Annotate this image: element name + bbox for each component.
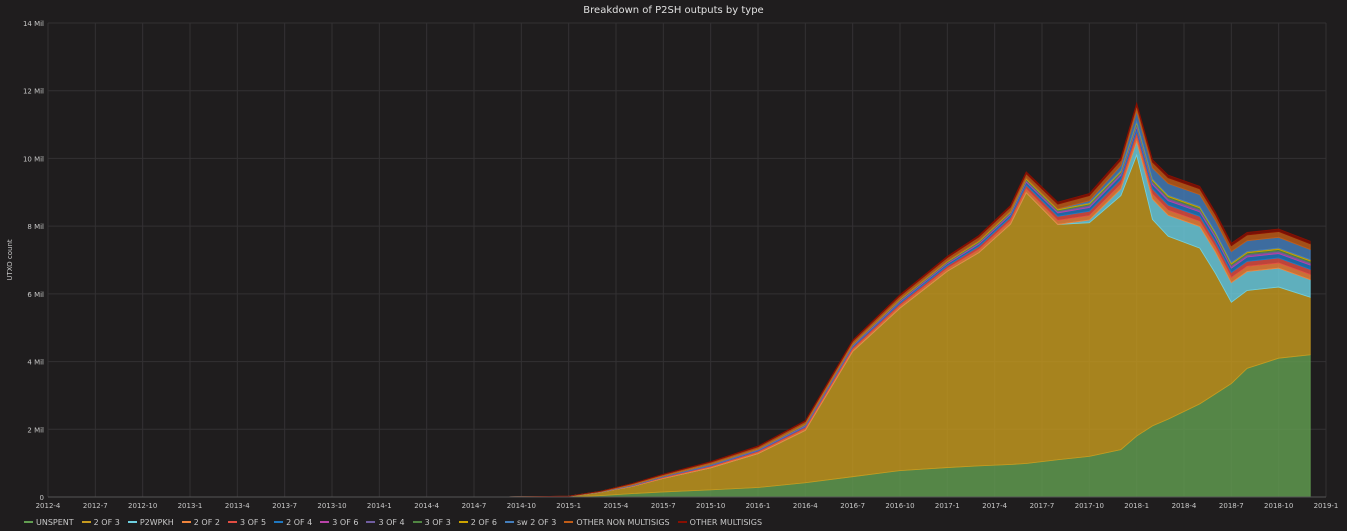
y-tick-label: 4 Mil xyxy=(27,359,44,367)
legend-item[interactable]: 2 OF 3 xyxy=(81,517,120,527)
x-tick-label: 2014-1 xyxy=(367,502,392,510)
x-tick-label: 2017-10 xyxy=(1075,502,1104,510)
legend-swatch xyxy=(227,521,237,523)
x-tick-label: 2013-4 xyxy=(225,502,250,510)
legend-item[interactable]: 3 OF 6 xyxy=(320,518,358,527)
x-tick-label: 2012-10 xyxy=(128,502,157,510)
legend-item[interactable]: P2WPKH xyxy=(127,517,174,527)
x-tick-label: 2014-4 xyxy=(414,502,439,510)
x-tick-label: 2017-1 xyxy=(935,502,960,510)
legend-item[interactable]: 2 OF 4 xyxy=(274,518,312,527)
legend-swatch xyxy=(320,521,330,523)
legend-label: 3 OF 5 xyxy=(239,517,267,527)
legend-label: OTHER NON MULTISIGS xyxy=(576,517,670,527)
y-tick-label: 0 xyxy=(40,494,44,502)
x-tick-label: 2015-7 xyxy=(651,502,676,510)
y-tick-label: 10 Mil xyxy=(23,155,44,163)
legend-label: 2 OF 6 xyxy=(470,517,497,527)
x-tick-label: 2019-1 xyxy=(1314,502,1339,510)
x-tick-label: 2017-4 xyxy=(982,502,1007,510)
x-tick-label: 2013-1 xyxy=(178,502,203,510)
x-tick-label: 2012-7 xyxy=(83,502,108,510)
legend-swatch xyxy=(127,521,137,523)
legend-label: 2 OF 4 xyxy=(286,517,313,527)
y-tick-label: 2 Mil xyxy=(27,426,44,434)
legend-label: sw 2 OF 3 xyxy=(516,517,557,527)
legend-label: 3 OF 4 xyxy=(378,517,405,527)
x-tick-label: 2018-1 xyxy=(1124,502,1149,510)
legend-item[interactable]: sw 2 OF 3 xyxy=(504,517,557,527)
legend-swatch xyxy=(677,521,687,523)
x-tick-label: 2016-7 xyxy=(840,502,865,510)
legend-item[interactable]: 3 OF 3 xyxy=(412,517,451,527)
x-tick-label: 2017-7 xyxy=(1030,502,1055,510)
legend-label: 3 OF 6 xyxy=(332,517,359,527)
legend-label: UNSPENT xyxy=(36,517,74,527)
legend-swatch xyxy=(24,521,33,523)
legend-label: 3 OF 3 xyxy=(424,517,451,527)
x-tick-label: 2018-10 xyxy=(1264,502,1293,510)
legend-swatch xyxy=(81,521,91,523)
series-area-other-multisigs xyxy=(48,101,1311,498)
x-tick-label: 2014-7 xyxy=(462,502,487,510)
x-tick-label: 2012-4 xyxy=(36,502,61,510)
legend-item[interactable]: 2 OF 2 xyxy=(181,517,220,527)
y-axis-label: UTXO count xyxy=(6,239,14,280)
legend-swatch xyxy=(366,521,376,523)
x-tick-label: 2015-4 xyxy=(604,502,629,510)
legend-swatch xyxy=(564,521,574,523)
legend-label: 2 OF 3 xyxy=(93,517,120,527)
legend-swatch xyxy=(181,521,191,523)
x-tick-label: 2014-10 xyxy=(507,502,536,510)
legend-item[interactable]: 2 OF 6 xyxy=(458,517,497,527)
y-tick-label: 14 Mil xyxy=(23,20,44,28)
x-tick-label: 2013-7 xyxy=(272,502,297,510)
legend-label: OTHER MULTISIGS xyxy=(689,517,763,527)
legend-item[interactable]: UNSPENT xyxy=(24,518,74,527)
legend-swatch xyxy=(504,521,514,523)
y-tick-label: 8 Mil xyxy=(27,223,44,231)
x-tick-label: 2018-7 xyxy=(1219,502,1244,510)
legend-item[interactable]: OTHER NON MULTISIGS xyxy=(564,517,670,527)
x-tick-label: 2013-10 xyxy=(317,502,346,510)
legend-label: 2 OF 2 xyxy=(193,517,220,527)
x-tick-label: 2016-10 xyxy=(885,502,914,510)
legend-item[interactable]: 3 OF 4 xyxy=(366,517,405,527)
y-tick-label: 12 Mil xyxy=(23,88,44,96)
chart-legend: UNSPENT 2 OF 3 P2WPKH 2 OF 2 3 OF 5 2 OF 4 3 O… xyxy=(24,516,770,528)
legend-item[interactable]: OTHER MULTISIGS xyxy=(677,517,763,527)
x-tick-label: 2015-10 xyxy=(696,502,725,510)
legend-item[interactable]: 3 OF 5 xyxy=(227,517,267,527)
x-tick-label: 2015-1 xyxy=(556,502,581,510)
legend-swatch xyxy=(274,521,284,523)
legend-label: P2WPKH xyxy=(139,517,174,527)
y-tick-label: 6 Mil xyxy=(27,291,44,299)
x-tick-label: 2018-4 xyxy=(1172,502,1197,510)
x-tick-label: 2016-4 xyxy=(793,502,818,510)
chart-title: Breakdown of P2SH outputs by type xyxy=(583,5,764,16)
legend-swatch xyxy=(412,521,422,523)
legend-swatch xyxy=(458,521,468,523)
x-tick-label: 2016-1 xyxy=(746,502,771,510)
